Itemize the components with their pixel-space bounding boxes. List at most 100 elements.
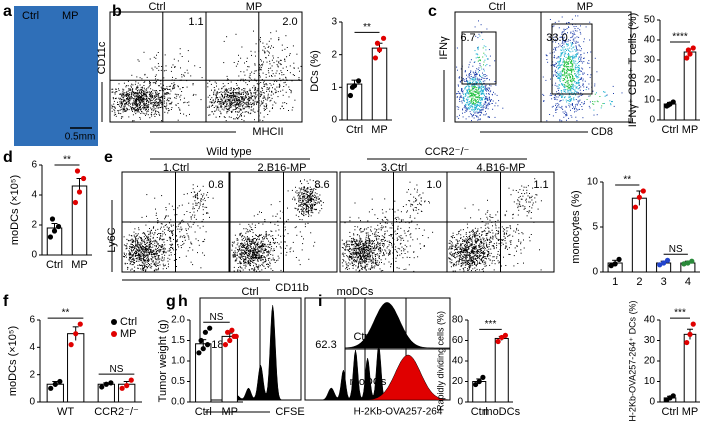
flow-dot xyxy=(265,231,267,232)
flow-dot xyxy=(142,251,144,253)
flow-dot xyxy=(138,258,140,260)
flow-dot xyxy=(240,100,242,102)
flow-dot xyxy=(151,232,153,234)
flow-dot xyxy=(288,96,290,98)
flow-dot xyxy=(473,109,475,111)
flow-dot xyxy=(254,249,256,251)
flow-dot xyxy=(159,239,160,241)
flow-dot xyxy=(559,71,561,73)
flow-dot xyxy=(484,54,486,56)
flow-dot xyxy=(251,103,253,105)
flow-dot xyxy=(230,89,232,91)
flow-dot xyxy=(590,51,592,53)
flow-dot xyxy=(289,53,291,55)
flow-dot xyxy=(575,75,577,77)
flow-dot xyxy=(135,239,137,241)
flow-dot xyxy=(143,98,145,100)
flow-dot xyxy=(575,110,577,112)
flow-dot xyxy=(259,250,261,252)
flow-dot xyxy=(475,91,476,93)
flow-dot xyxy=(254,244,256,246)
flow-dot xyxy=(227,110,229,112)
flow-dot xyxy=(560,107,562,109)
flow-dot xyxy=(140,238,142,240)
flow-dot xyxy=(137,268,139,269)
flow-dot xyxy=(220,102,222,104)
flow-dot xyxy=(243,90,245,92)
flow-dot xyxy=(552,115,554,117)
flow-dot xyxy=(261,237,263,238)
flow-dot xyxy=(215,98,216,100)
flow-dot xyxy=(471,101,473,103)
flow-dot xyxy=(265,231,267,233)
flow-dot xyxy=(549,94,551,96)
flow-dot xyxy=(126,94,128,96)
flow-dot xyxy=(271,59,273,61)
flow-dot xyxy=(494,105,496,107)
flow-dot xyxy=(566,101,568,103)
flow-dot xyxy=(141,258,143,260)
flow-dot xyxy=(220,98,222,100)
flow-dot xyxy=(202,213,204,215)
flow-dot xyxy=(238,94,240,96)
flow-dot xyxy=(474,98,476,100)
flow-dot xyxy=(561,51,563,53)
flow-dot xyxy=(147,230,149,232)
flow-dot xyxy=(150,103,152,105)
flow-dot xyxy=(136,250,138,251)
flow-dot xyxy=(554,39,556,41)
flow-dot xyxy=(159,90,160,92)
flow-dot xyxy=(319,194,321,196)
flow-dot xyxy=(157,96,159,98)
flow-dot xyxy=(147,236,149,238)
flow-dot xyxy=(224,97,225,98)
flow-dot xyxy=(217,97,219,99)
flow-dot xyxy=(469,90,471,92)
flow-dot xyxy=(159,237,160,239)
flow-dot xyxy=(571,80,573,82)
flow-dot xyxy=(264,220,266,222)
flow-dot xyxy=(559,79,560,81)
flow-dot xyxy=(259,258,261,260)
flow-dot xyxy=(262,262,264,264)
flow-dot xyxy=(482,75,484,77)
flow-dot xyxy=(248,90,250,92)
flow-dot xyxy=(152,98,154,100)
flow-dot xyxy=(198,206,200,208)
flow-dot xyxy=(192,84,194,86)
flow-dot xyxy=(220,112,222,114)
flow-dot xyxy=(158,267,159,269)
flow-dot xyxy=(188,60,189,62)
flow-dot xyxy=(310,198,312,200)
flow-dot xyxy=(461,89,463,91)
flow-dot xyxy=(114,112,116,114)
flow-dot xyxy=(575,106,576,108)
flow-dot xyxy=(239,115,241,117)
flow-dot xyxy=(112,97,114,99)
flow-dot xyxy=(254,88,256,90)
flow-dot xyxy=(254,111,256,113)
flow-dot xyxy=(469,85,471,87)
flow-dot xyxy=(242,102,244,103)
flow-dot xyxy=(125,94,127,96)
flow-dot xyxy=(239,249,241,251)
flow-dot xyxy=(269,97,271,99)
flow-dot xyxy=(154,197,156,199)
flow-dot xyxy=(479,87,481,89)
flow-dot xyxy=(152,82,154,84)
flow-dot xyxy=(156,91,158,93)
flow-dot xyxy=(475,91,477,93)
flow-dot xyxy=(596,92,597,94)
flow-dot xyxy=(147,237,149,239)
flow-dot xyxy=(143,259,145,261)
flow-dot xyxy=(565,53,567,55)
flow-dot xyxy=(275,238,277,239)
flow-dot xyxy=(254,258,256,260)
flow-dot xyxy=(233,95,235,97)
flow-dot xyxy=(226,36,228,38)
flow-dot xyxy=(464,106,466,108)
flow-dot xyxy=(230,97,232,99)
flow-dot xyxy=(562,78,564,80)
flow-dot xyxy=(574,108,575,110)
flow-dot xyxy=(142,245,143,247)
